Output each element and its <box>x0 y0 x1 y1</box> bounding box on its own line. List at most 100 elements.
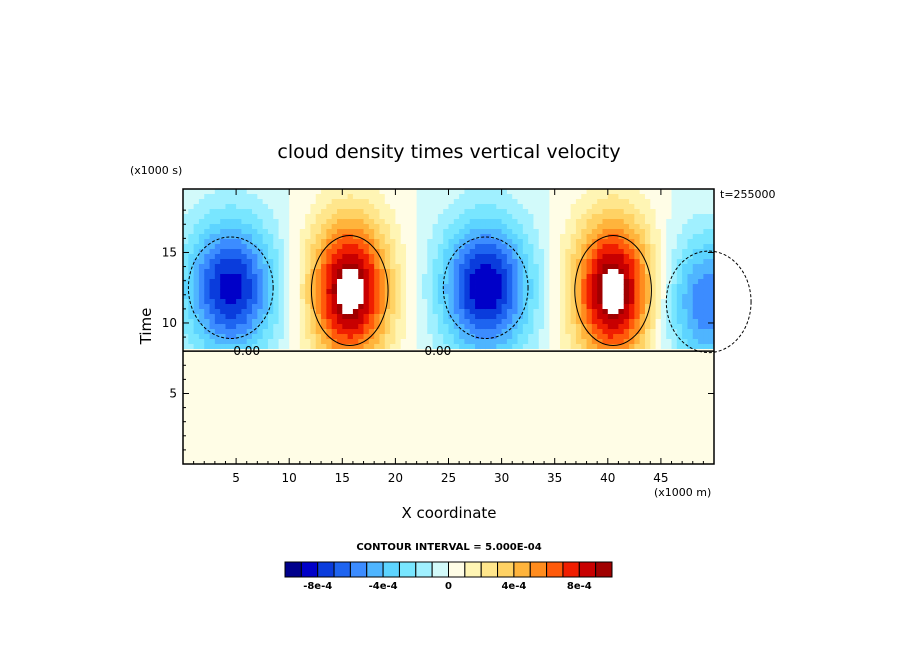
heat-cell <box>496 414 502 420</box>
heat-cell <box>443 354 449 360</box>
heat-cell <box>453 249 460 255</box>
heat-cell <box>363 384 370 390</box>
heat-cell <box>602 359 609 365</box>
heat-cell <box>358 319 364 325</box>
heat-cell <box>358 339 364 345</box>
heat-cell <box>570 264 577 270</box>
heat-cell <box>560 199 566 205</box>
heat-cell <box>453 259 460 265</box>
heat-cell <box>602 369 609 375</box>
heat-cell <box>602 414 609 420</box>
heat-cell <box>310 409 317 415</box>
heat-cell <box>586 354 593 360</box>
heat-cell <box>326 389 333 395</box>
heat-cell <box>613 354 619 360</box>
heat-cell <box>183 394 189 400</box>
heat-cell <box>252 339 258 345</box>
heat-cell <box>613 339 619 345</box>
heat-cell <box>427 194 433 200</box>
heat-cell <box>613 424 619 430</box>
heat-cell <box>246 239 253 245</box>
heat-cell <box>214 299 221 305</box>
heat-cell <box>273 249 279 255</box>
heat-cell <box>464 379 471 385</box>
heat-cell <box>321 434 327 440</box>
heat-cell <box>421 214 428 220</box>
heat-cell <box>618 219 625 225</box>
heat-cell <box>565 214 572 220</box>
heat-cell <box>294 379 301 385</box>
heat-cell <box>363 389 370 395</box>
heat-cell <box>586 424 593 430</box>
heat-cell <box>358 359 364 365</box>
heat-cell <box>512 334 518 340</box>
heat-cell <box>437 254 444 260</box>
heat-cell <box>506 424 513 430</box>
heat-cell <box>501 429 508 435</box>
heat-cell <box>267 409 274 415</box>
heat-cell <box>209 374 216 380</box>
heat-cell <box>241 429 248 435</box>
heat-cell <box>342 314 349 320</box>
heat-cell <box>315 199 322 205</box>
heat-cell <box>591 429 598 435</box>
heat-cell <box>257 334 264 340</box>
heat-cell <box>650 434 656 440</box>
heat-cell <box>570 354 577 360</box>
heat-cell <box>236 289 242 295</box>
heat-cell <box>395 304 402 310</box>
heat-cell <box>315 294 322 300</box>
heat-cell <box>262 409 269 415</box>
heat-cell <box>501 189 508 195</box>
heat-cell <box>299 274 306 280</box>
heat-cell <box>183 204 189 210</box>
heat-cell <box>421 354 428 360</box>
heat-cell <box>406 309 412 315</box>
heat-cell <box>544 429 550 435</box>
heat-cell <box>241 384 248 390</box>
heat-cell <box>544 344 550 350</box>
heat-cell <box>358 409 364 415</box>
heat-cell <box>517 364 524 370</box>
heat-cell <box>480 274 487 280</box>
heat-cell <box>490 384 497 390</box>
heat-cell <box>289 354 295 360</box>
heat-cell <box>273 429 279 435</box>
heat-cell <box>501 374 508 380</box>
heat-cell <box>453 454 460 460</box>
heat-cell <box>363 239 370 245</box>
heat-cell <box>294 384 301 390</box>
heat-cell <box>634 414 641 420</box>
heat-cell <box>533 274 540 280</box>
heat-cell <box>411 414 418 420</box>
heat-cell <box>352 409 359 415</box>
heat-cell <box>506 239 513 245</box>
heat-cell <box>416 419 423 425</box>
heat-cell <box>597 354 603 360</box>
heat-cell <box>315 289 322 295</box>
heat-cell <box>453 244 460 250</box>
heat-cell <box>236 379 242 385</box>
heat-cell <box>517 224 524 230</box>
heat-cell <box>310 209 317 215</box>
heat-cell <box>660 239 667 245</box>
heat-cell <box>209 259 216 265</box>
heat-cell <box>411 429 418 435</box>
heat-cell <box>374 279 380 285</box>
heat-cell <box>613 394 619 400</box>
heat-cell <box>220 459 226 465</box>
heat-cell <box>655 269 662 275</box>
heat-cell <box>331 419 338 425</box>
heat-cell <box>331 204 338 210</box>
heat-cell <box>650 389 656 395</box>
heat-cell <box>310 374 317 380</box>
heat-cell <box>512 244 518 250</box>
heat-cell <box>432 299 439 305</box>
heat-cell <box>395 419 402 425</box>
heat-cell <box>623 439 630 445</box>
heat-cell <box>655 399 662 405</box>
heat-cell <box>363 379 370 385</box>
heat-cell <box>490 199 497 205</box>
heat-cell <box>453 224 460 230</box>
heat-cell <box>347 289 354 295</box>
